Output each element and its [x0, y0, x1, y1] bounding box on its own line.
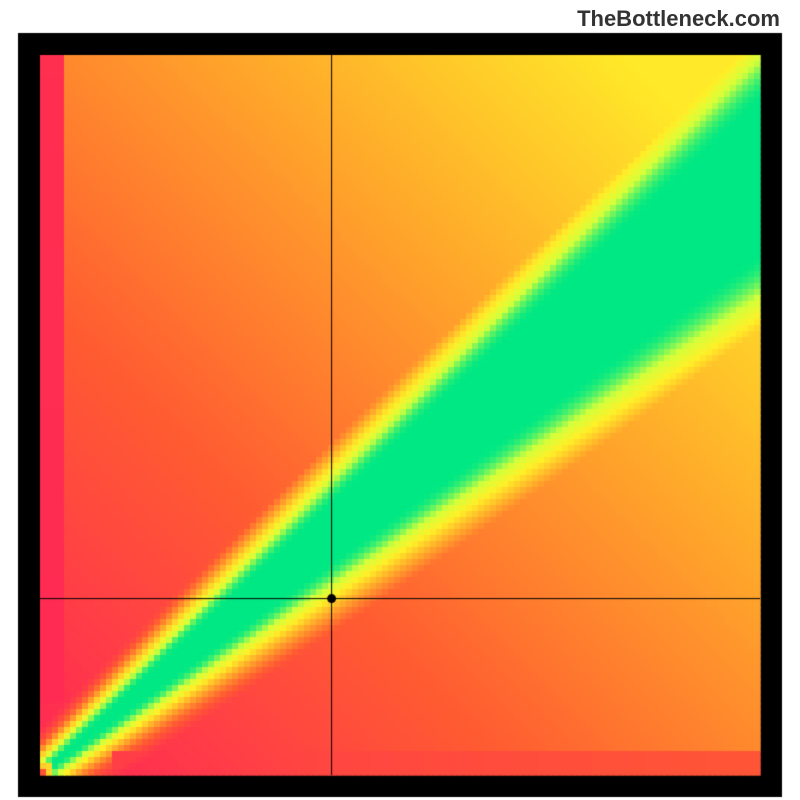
watermark-text: TheBottleneck.com [577, 6, 780, 32]
bottleneck-heatmap [0, 0, 800, 800]
chart-container: TheBottleneck.com [0, 0, 800, 800]
